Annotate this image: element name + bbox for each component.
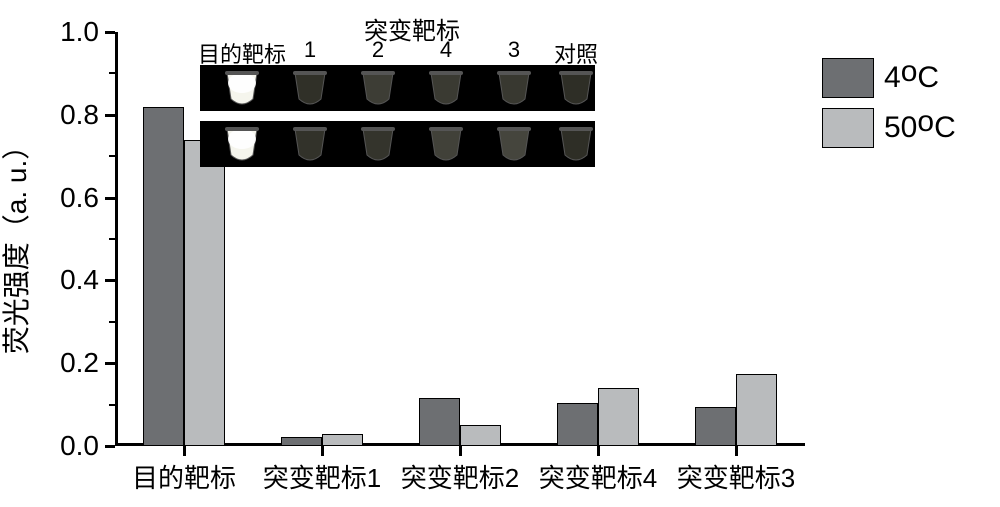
bar	[557, 403, 598, 446]
bar	[281, 437, 322, 446]
legend-swatch	[822, 58, 874, 98]
y-minor-tick	[109, 155, 115, 157]
inset-tube	[423, 125, 469, 163]
inset-col-label: 2	[372, 37, 384, 63]
legend-label: 50oC	[884, 111, 956, 145]
x-tick-label: 突变靶标2	[401, 458, 519, 495]
inset-tube	[491, 69, 537, 107]
bar	[695, 407, 736, 446]
x-tick	[183, 446, 186, 456]
y-tick	[105, 279, 115, 282]
x-tick-label: 突变靶标3	[677, 458, 795, 495]
y-tick	[105, 114, 115, 117]
y-axis-title: 荧光强度（a. u.）	[0, 93, 35, 393]
y-tick-label: 0.0	[43, 430, 99, 462]
figure-root: 荧光强度（a. u.） 0.0 0.2 0.4 0.6 0.8 1.0 目的靶标突变靶标1 突…	[0, 0, 1000, 507]
inset-col-label: 1	[304, 37, 316, 63]
inset-tube	[491, 125, 537, 163]
x-tick	[597, 446, 600, 456]
inset-tube	[219, 69, 265, 107]
y-tick	[105, 197, 115, 200]
bar	[460, 425, 501, 446]
y-tick	[105, 445, 115, 448]
x-tick-label: 突变靶标1	[263, 458, 381, 495]
x-tick	[735, 446, 738, 456]
legend-label: 4oC	[884, 61, 939, 95]
inset-tube	[423, 69, 469, 107]
x-tick-label: 突变靶标4	[539, 458, 657, 495]
inset-tube	[355, 125, 401, 163]
bar	[322, 434, 363, 446]
bar	[419, 398, 460, 446]
legend-swatch	[822, 108, 874, 148]
y-minor-tick	[109, 321, 115, 323]
x-tick	[459, 446, 462, 456]
inset-tube	[355, 69, 401, 107]
y-tick-label: 0.2	[43, 347, 99, 379]
y-minor-tick	[109, 72, 115, 74]
y-tick	[105, 362, 115, 365]
y-tick-label: 1.0	[43, 16, 99, 48]
bar	[143, 107, 184, 446]
y-tick	[105, 31, 115, 34]
bar	[598, 388, 639, 446]
x-tick-label: 目的靶标	[132, 458, 236, 495]
inset-col-label: 4	[440, 37, 452, 63]
inset-tube	[219, 125, 265, 163]
bar	[736, 374, 777, 446]
inset-tube	[287, 125, 333, 163]
inset-tube	[287, 69, 333, 107]
y-minor-tick	[109, 404, 115, 406]
inset-tube	[553, 69, 599, 107]
x-tick	[321, 446, 324, 456]
y-tick-label: 0.6	[43, 182, 99, 214]
inset-col-label: 3	[508, 37, 520, 63]
inset-tube	[553, 125, 599, 163]
y-tick-label: 0.8	[43, 99, 99, 131]
bar	[184, 140, 225, 446]
y-minor-tick	[109, 238, 115, 240]
y-tick-label: 0.4	[43, 264, 99, 296]
